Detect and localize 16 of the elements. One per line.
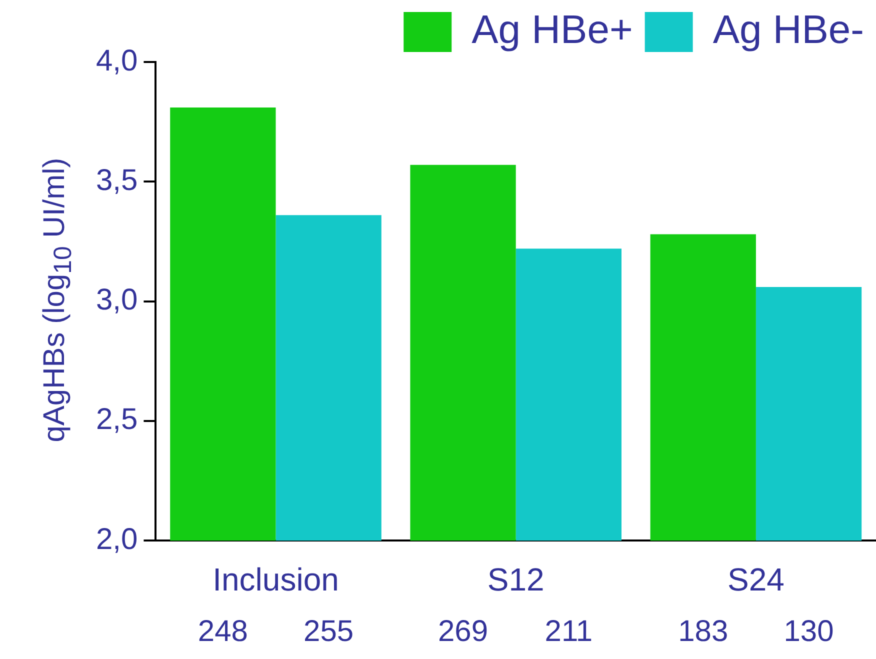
legend-label: Ag HBe- xyxy=(712,8,864,52)
y-tick-label: 4,0 xyxy=(96,44,138,78)
x-tick-label: S24 xyxy=(727,562,784,598)
text: 248 xyxy=(198,614,248,648)
text: 255 xyxy=(304,614,354,648)
x-tick-label: Inclusion xyxy=(212,562,339,598)
text: 211 xyxy=(544,614,593,648)
legend-label: Ag HBe+ xyxy=(472,8,633,52)
text: 269 xyxy=(438,614,488,648)
y-tick-label: 2,0 xyxy=(96,522,138,556)
y-tick-label: 3,5 xyxy=(96,164,138,197)
text: 130 xyxy=(784,614,834,648)
y-tick-label: 2,5 xyxy=(96,403,138,436)
y-tick-label: 3,0 xyxy=(96,284,138,317)
text: 183 xyxy=(678,614,728,648)
x-tick-label: S12 xyxy=(487,562,544,598)
